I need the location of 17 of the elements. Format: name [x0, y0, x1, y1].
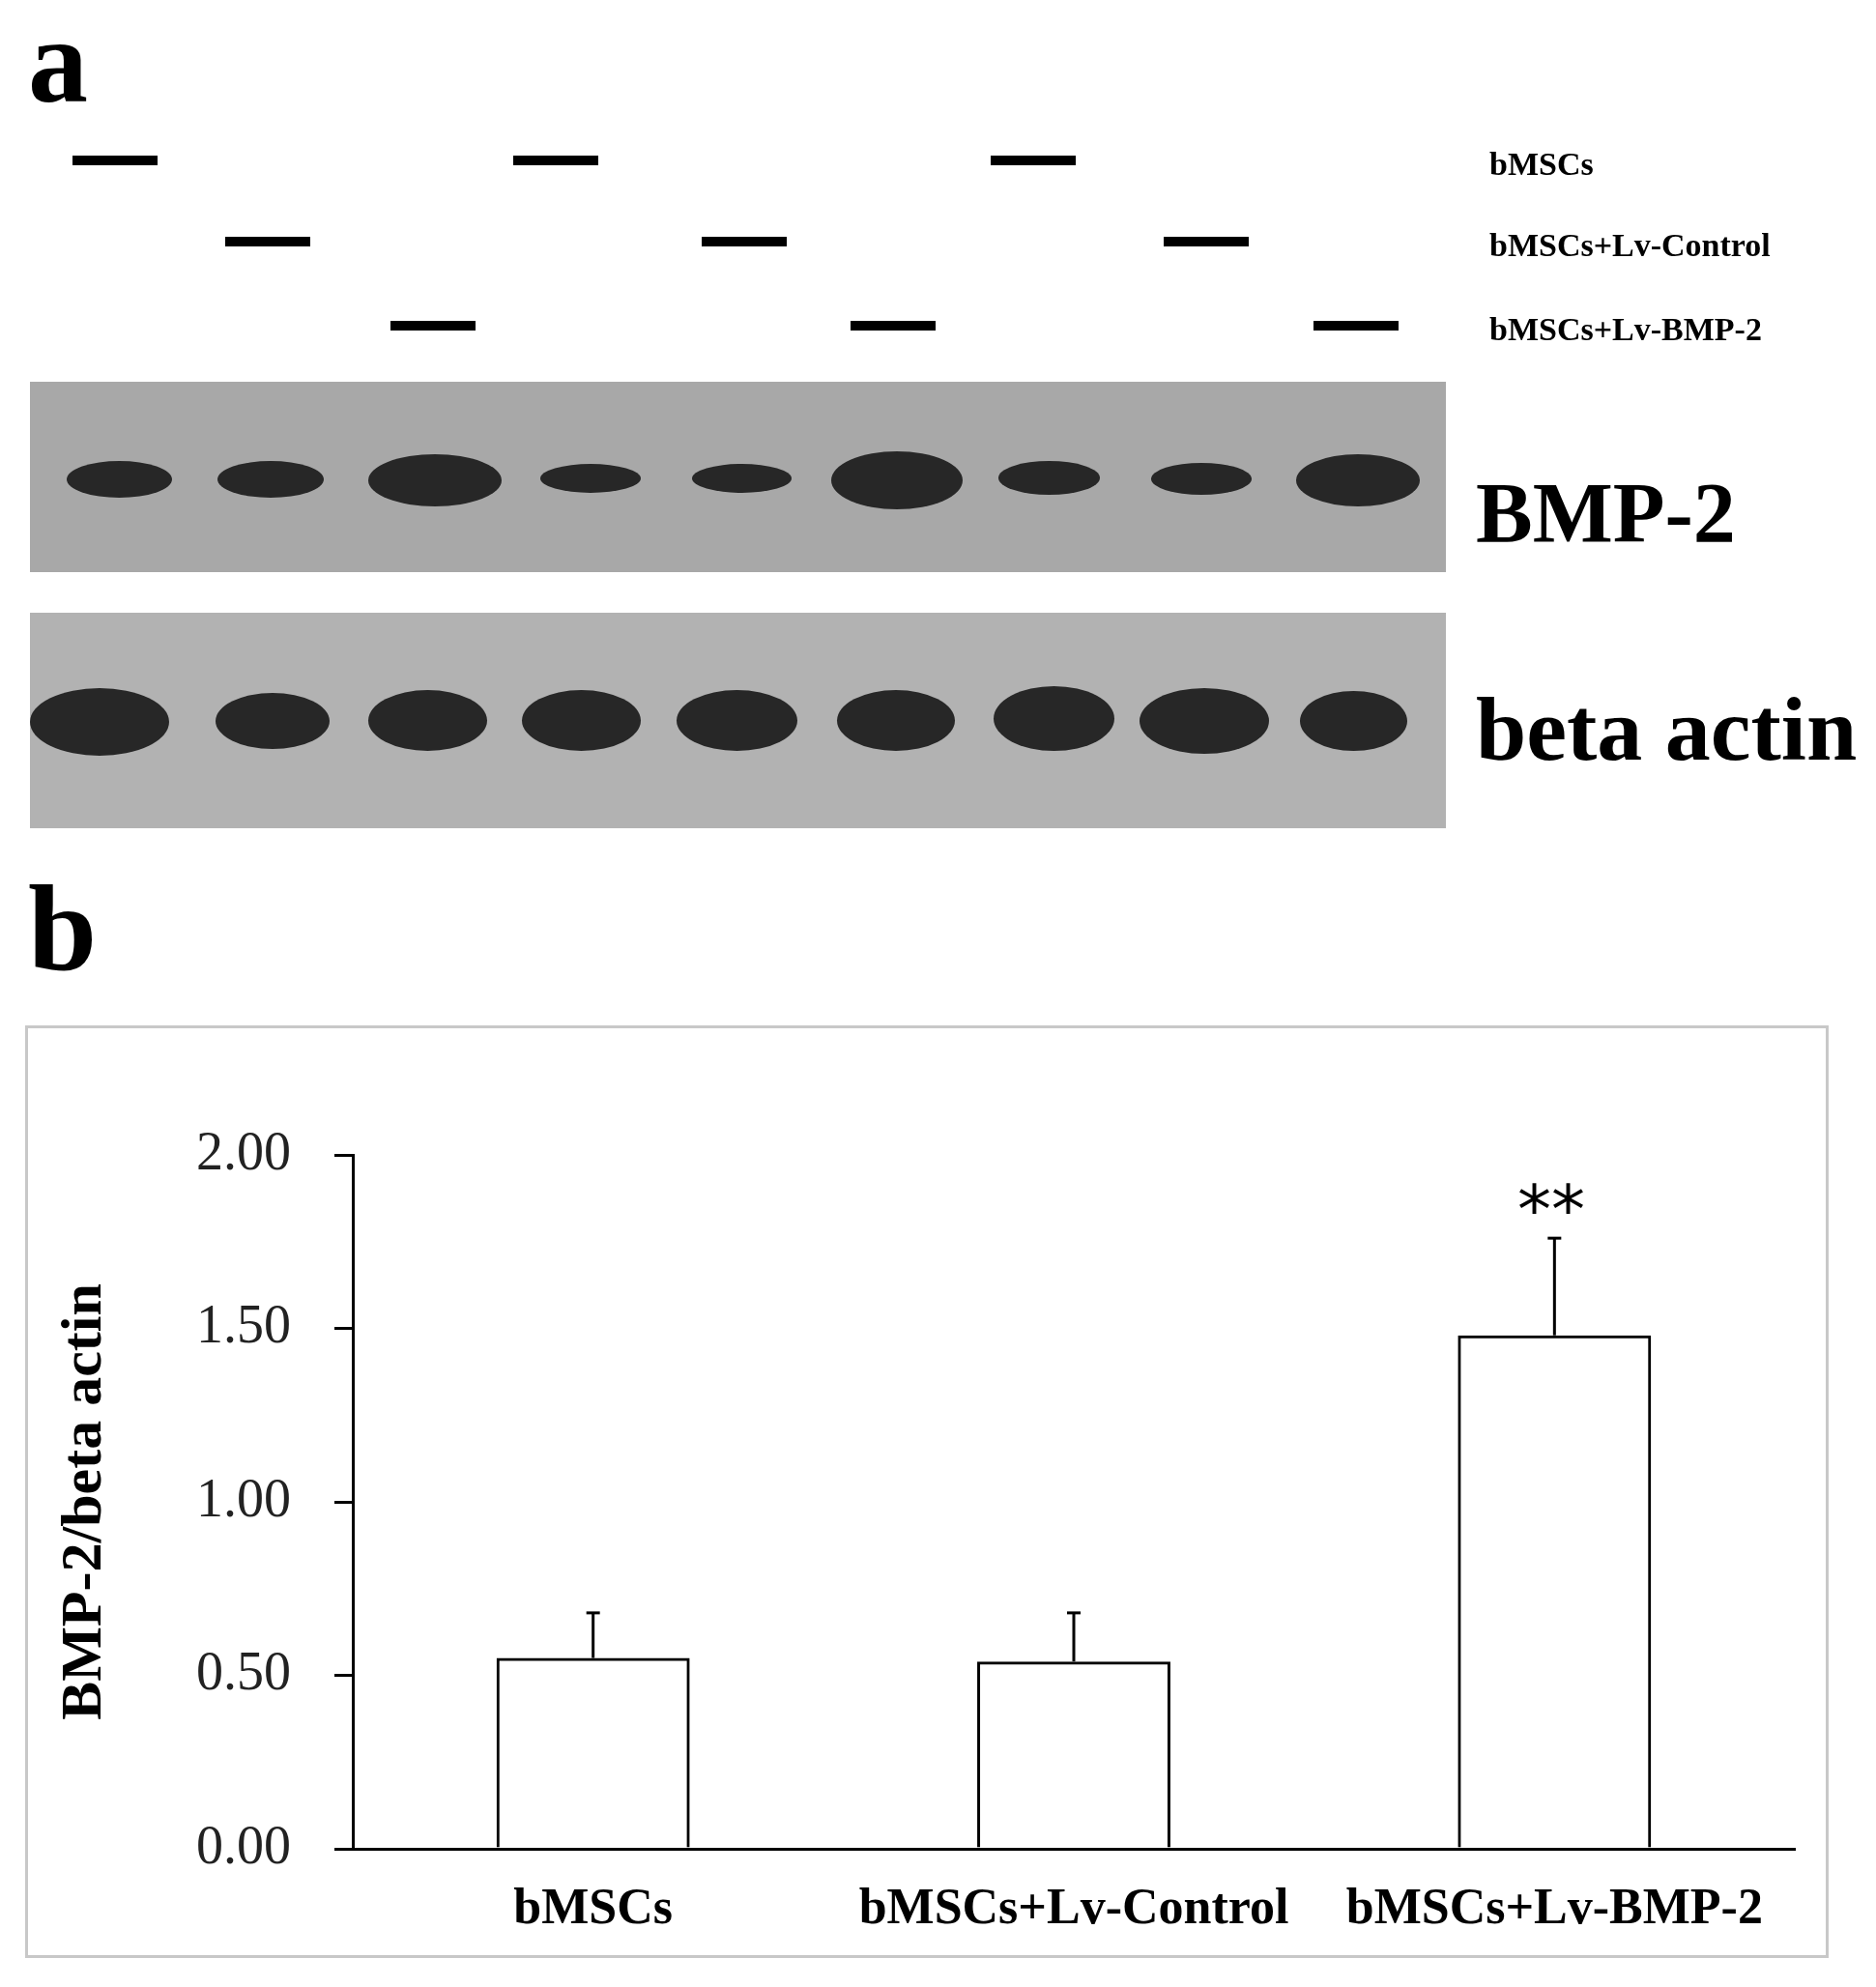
text: bMSCs+Lv-Control: [1489, 226, 1771, 263]
text: bMSCs+Lv-BMP-2: [1489, 310, 1762, 347]
x-tick-label: bMSCs: [513, 1878, 674, 1934]
x-tick-label: bMSCs+Lv-Control: [858, 1878, 1289, 1934]
text: BMP-2: [1476, 466, 1736, 561]
y-tick-label: 0.00: [196, 1814, 291, 1875]
y-tick-label: 2.00: [196, 1120, 291, 1181]
y-tick-label: 0.50: [196, 1641, 291, 1702]
y-tick-label: 1.00: [196, 1467, 291, 1528]
x-tick-label: bMSCs+Lv-BMP-2: [1345, 1878, 1763, 1934]
text: bMSCs: [1489, 145, 1594, 182]
y-tick-label: 1.50: [196, 1294, 291, 1355]
annotation: **: [1517, 1169, 1585, 1250]
text: a: [28, 0, 88, 129]
y-axis-title: BMP-2/beta actin: [48, 1283, 113, 1720]
text: beta actin: [1476, 678, 1858, 780]
text: b: [28, 858, 98, 996]
